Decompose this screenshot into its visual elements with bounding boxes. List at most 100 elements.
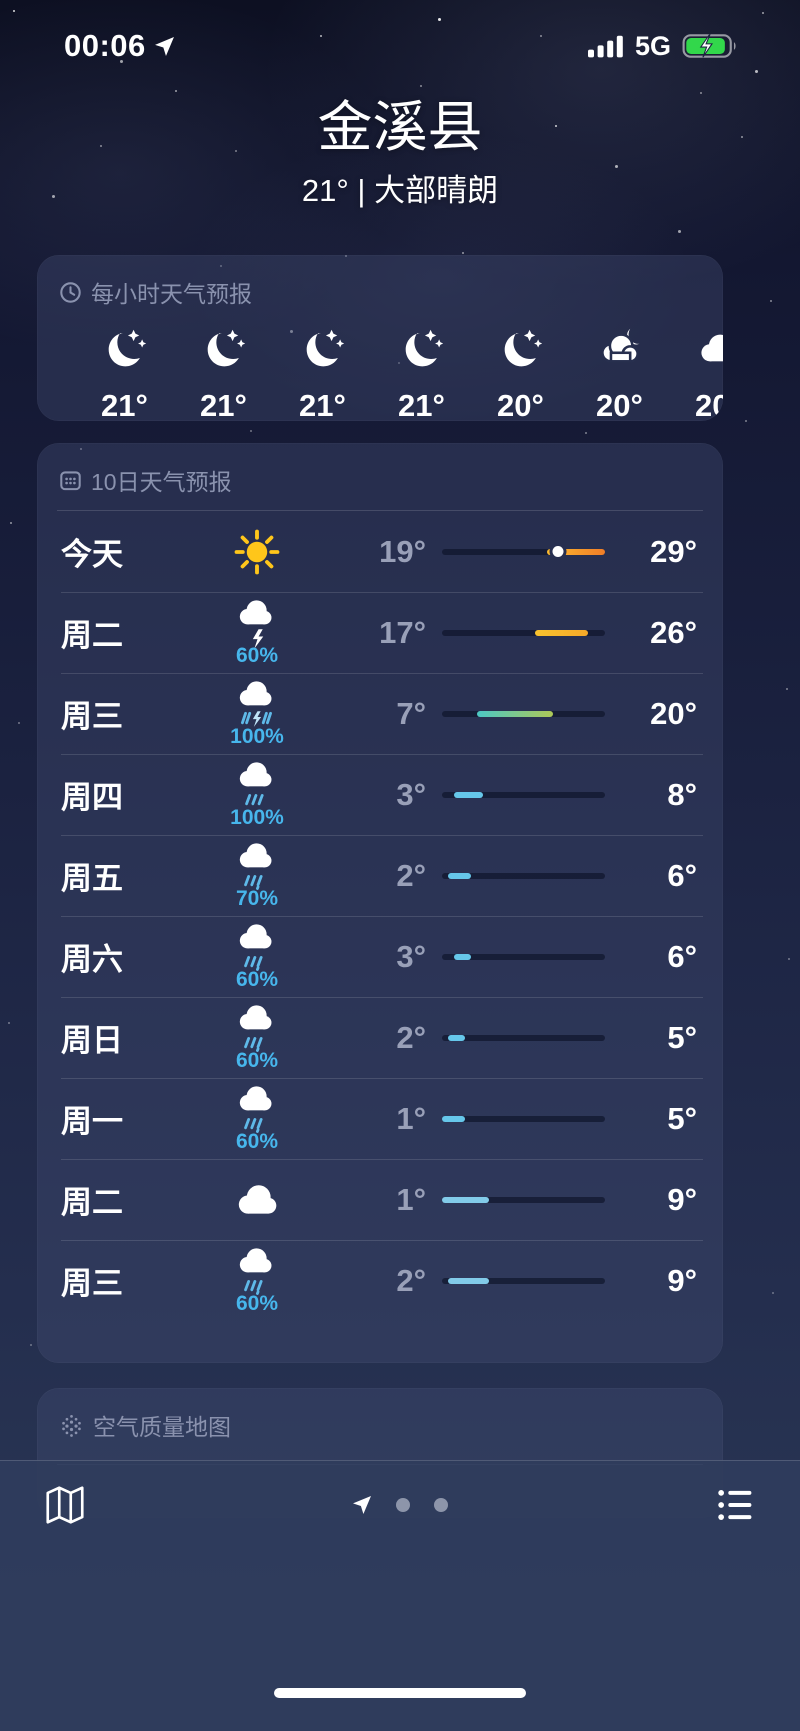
hourly-temp: 20° xyxy=(497,388,544,421)
star-field xyxy=(0,0,2,2)
hourly-item[interactable]: 20° xyxy=(669,325,723,421)
moon-stars-icon xyxy=(200,325,247,372)
hourly-forecast-card[interactable]: 每小时天气预报 21° 21° 21° 21° 20° 20° 20° xyxy=(37,255,723,421)
daily-row[interactable]: 今天 19° 29° xyxy=(37,511,723,592)
hourly-card-title: 每小时天气预报 xyxy=(91,281,252,307)
page-dot[interactable] xyxy=(396,1498,410,1512)
daily-rows: 今天 19° 29° 周二 60% 17° 26° 周三 100% 7° 20° 周四 100% 3° 8°… xyxy=(37,511,723,1321)
bottom-toolbar xyxy=(0,1460,800,1731)
current-conditions-summary: 21° | 大部晴朗 xyxy=(301,173,499,209)
day-label: 周二 xyxy=(61,1185,123,1220)
low-temp: 3° xyxy=(396,776,426,812)
location-list-icon[interactable] xyxy=(714,1483,758,1527)
daily-row[interactable]: 周二 60% 17° 26° xyxy=(37,592,723,673)
low-temp: 2° xyxy=(396,1019,426,1055)
hourly-item[interactable]: 20° xyxy=(471,325,570,421)
hourly-item[interactable]: 21° xyxy=(273,325,372,421)
page-indicator xyxy=(352,1495,448,1515)
hourly-item[interactable]: 21° xyxy=(75,325,174,421)
map-icon[interactable] xyxy=(42,1482,88,1528)
hourly-item[interactable]: 20° xyxy=(570,325,669,421)
calendar-icon xyxy=(59,469,82,492)
cloud-icon xyxy=(232,1175,282,1225)
low-temp: 1° xyxy=(396,1100,426,1136)
cellular-signal-icon xyxy=(587,34,624,58)
hourly-item[interactable]: 21° xyxy=(372,325,471,421)
temp-range-bar xyxy=(442,1277,605,1284)
high-temp: 20° xyxy=(650,695,697,731)
precip-chance: 100% xyxy=(230,724,284,748)
high-temp: 6° xyxy=(667,857,697,893)
daily-row[interactable]: 周日 60% 2° 5° xyxy=(37,997,723,1078)
cloud-storm-icon xyxy=(232,679,282,729)
home-indicator[interactable] xyxy=(274,1688,526,1698)
daily-row[interactable]: 周六 60% 3° 6° xyxy=(37,916,723,997)
cloud-rain-icon xyxy=(232,841,282,891)
precip-chance: 60% xyxy=(235,1291,279,1315)
precip-chance: 100% xyxy=(230,805,284,829)
high-temp: 5° xyxy=(667,1019,697,1055)
battery-charging-icon xyxy=(682,31,742,61)
day-label: 今天 xyxy=(61,537,123,572)
high-temp: 26° xyxy=(650,614,697,650)
sun-icon xyxy=(232,527,282,577)
location-header: 金溪县 21° | 大部晴朗 xyxy=(0,96,800,210)
daily-row[interactable]: 周三 60% 2° 9° xyxy=(37,1240,723,1321)
cloud-rain-icon xyxy=(232,1084,282,1134)
clock-icon xyxy=(59,281,82,304)
moon-stars-icon xyxy=(497,325,544,372)
precip-chance: 70% xyxy=(235,886,279,910)
day-label: 周六 xyxy=(61,942,123,977)
daily-card-title: 10日天气预报 xyxy=(91,469,232,495)
low-temp: 1° xyxy=(396,1181,426,1217)
temp-range-bar xyxy=(442,953,605,960)
temp-range-bar xyxy=(442,1115,605,1122)
status-time: 00:06 xyxy=(64,28,146,63)
temp-range-bar xyxy=(442,872,605,879)
daily-row[interactable]: 周五 70% 2° 6° xyxy=(37,835,723,916)
temp-range-bar xyxy=(442,791,605,798)
cloud-bolt-icon xyxy=(232,598,282,648)
daily-row[interactable]: 周一 60% 1° 5° xyxy=(37,1078,723,1159)
cloud-rain-icon xyxy=(232,1246,282,1296)
precip-chance: 60% xyxy=(235,1048,279,1072)
cloud-rain-icon xyxy=(232,1003,282,1053)
location-services-icon xyxy=(154,36,175,57)
hourly-items[interactable]: 21° 21° 21° 21° 20° 20° 20° xyxy=(37,325,723,421)
daily-row[interactable]: 周四 100% 3° 8° xyxy=(37,754,723,835)
day-label: 周四 xyxy=(61,780,123,815)
cloud-heavy-rain-icon xyxy=(232,760,282,810)
moon-stars-icon xyxy=(299,325,346,372)
moon-stars-icon xyxy=(398,325,445,372)
daily-row[interactable]: 周二 1° 9° xyxy=(37,1159,723,1240)
temp-range-bar xyxy=(442,710,605,717)
hourly-temp: 21° xyxy=(398,388,445,421)
star-field-bright xyxy=(0,0,3,3)
low-temp: 19° xyxy=(379,533,426,569)
temp-range-bar xyxy=(442,1196,605,1203)
low-temp: 7° xyxy=(396,695,426,731)
day-label: 周二 xyxy=(61,618,123,653)
daily-row[interactable]: 周三 100% 7° 20° xyxy=(37,673,723,754)
hourly-temp: 21° xyxy=(101,388,148,421)
moon-stars-icon xyxy=(101,325,148,372)
cloud-rain-icon xyxy=(232,922,282,972)
temp-range-bar xyxy=(442,629,605,636)
current-location-page-icon[interactable] xyxy=(352,1495,372,1515)
air-quality-icon xyxy=(59,1413,84,1438)
high-temp: 6° xyxy=(667,938,697,974)
hourly-temp: 20° xyxy=(596,388,643,421)
page-dot[interactable] xyxy=(434,1498,448,1512)
precip-chance: 60% xyxy=(235,643,279,667)
day-label: 周三 xyxy=(61,1266,123,1301)
status-bar: 00:06 5G xyxy=(0,26,800,66)
day-label: 周一 xyxy=(61,1104,123,1139)
temp-range-bar xyxy=(442,546,605,557)
day-label: 周五 xyxy=(61,861,123,896)
air-quality-title: 空气质量地图 xyxy=(93,1414,231,1440)
network-type-label: 5G xyxy=(634,30,671,61)
hourly-item[interactable]: 21° xyxy=(174,325,273,421)
high-temp: 29° xyxy=(650,533,697,569)
temp-range-bar xyxy=(442,1034,605,1041)
